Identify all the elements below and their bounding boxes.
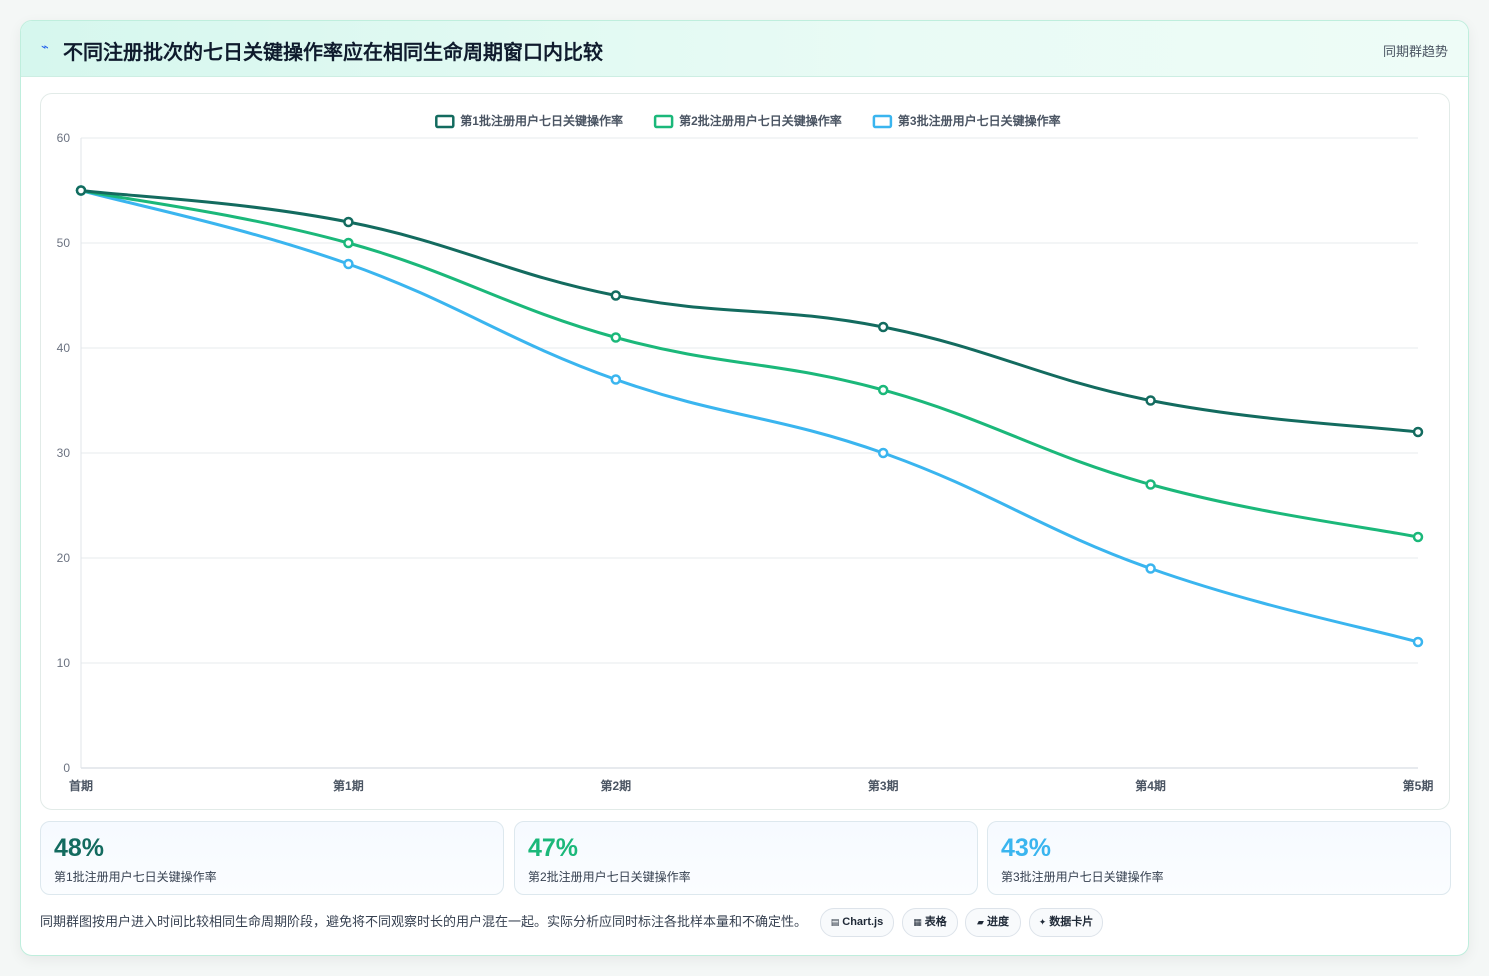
chip-label: 进度 — [986, 916, 1009, 928]
data-point-series-2 — [1145, 479, 1156, 490]
series-line-2 — [79, 189, 1420, 539]
stat-label: 第2批注册用户七日关键操作率 — [528, 870, 691, 884]
legend-swatch-1 — [435, 114, 455, 129]
series-line-3 — [79, 189, 1420, 644]
progress-icon: ▰ — [977, 917, 984, 927]
data-point-series-1 — [343, 216, 354, 228]
data-point-series-3 — [343, 258, 354, 270]
chart-line-icon: ⌁ — [41, 39, 49, 54]
stat-label: 第3批注册用户七日关键操作率 — [1001, 870, 1164, 884]
footer-note: 同期群图按用户进入时间比较相同生命周期阶段，避免将不同观察时长的用户混在一起。实… — [40, 914, 808, 929]
y-tick-label: 40 — [57, 341, 71, 355]
chip-label: 表格 — [924, 916, 947, 928]
stat-label: 第1批注册用户七日关键操作率 — [54, 870, 217, 884]
x-tick-label: 首期 — [69, 778, 93, 793]
chip-table[interactable]: ▦ 表格 — [902, 908, 958, 937]
series-line-1 — [79, 189, 1420, 434]
sparkle-icon: ✦ — [1038, 917, 1047, 927]
stat-value: 47% — [528, 834, 579, 862]
stat-card-3: 43% 第3批注册用户七日关键操作率 — [987, 821, 1451, 895]
legend-swatch-3 — [872, 114, 893, 129]
chip-label: Chart.js — [842, 916, 884, 928]
chip-data-card[interactable]: ✦ 数据卡片 — [1029, 908, 1103, 937]
data-point-series-2 — [877, 384, 889, 396]
data-point-series-2 — [1412, 531, 1424, 543]
legend-label-1: 第1批注册用户七日关键操作率 — [460, 113, 623, 128]
x-tick-label: 第4期 — [1135, 778, 1166, 793]
chart-icon: ▤ — [830, 917, 840, 927]
y-tick-label: 30 — [57, 446, 71, 460]
legend-label-2: 第2批注册用户七日关键操作率 — [679, 113, 842, 128]
y-tick-label: 0 — [63, 761, 70, 775]
stat-value: 43% — [1001, 834, 1052, 862]
table-icon: ▦ — [913, 917, 922, 927]
x-tick-label: 第1期 — [333, 778, 364, 793]
page-title: 不同注册批次的七日关键操作率应在相同生命周期窗口内比较 — [63, 42, 603, 64]
chip-label: 数据卡片 — [1049, 916, 1094, 928]
y-tick-label: 60 — [57, 131, 71, 145]
data-point-series-1 — [75, 185, 87, 196]
stat-card-2: 47% 第2批注册用户七日关键操作率 — [514, 821, 978, 895]
line-chart: 0 10 20 30 40 50 60 首期 第1期 第2期 第3期 第4期 第5期 第1批注册用户七日关… — [57, 113, 1434, 793]
legend-swatch-2 — [653, 114, 674, 129]
chip-progress[interactable]: ▰ 进度 — [965, 908, 1021, 937]
chart-panel: 0 10 20 30 40 50 60 首期 第1期 第2期 第3期 第4期 第5期 第1批注册用户七日关… — [40, 93, 1450, 810]
data-point-series-2 — [610, 332, 622, 343]
data-point-series-1 — [1145, 395, 1156, 406]
data-point-series-3 — [877, 447, 889, 459]
header-tag: 同期群趋势 — [1382, 44, 1448, 59]
x-tick-label: 第2期 — [600, 778, 631, 793]
y-tick-label: 10 — [57, 656, 71, 670]
y-tick-label: 50 — [57, 236, 71, 250]
data-point-series-1 — [877, 321, 889, 333]
x-tick-label: 第5期 — [1403, 778, 1434, 793]
y-tick-label: 20 — [57, 551, 71, 565]
cohort-card: ⌁ 不同注册批次的七日关键操作率应在相同生命周期窗口内比较 同期群趋势 0 10 2… — [20, 20, 1469, 956]
legend-label-3: 第3批注册用户七日关键操作率 — [898, 113, 1061, 128]
data-point-series-1 — [1412, 426, 1424, 438]
chip-chartjs[interactable]: ▤ Chart.js — [820, 908, 894, 937]
data-point-series-3 — [1145, 563, 1156, 574]
data-point-series-2 — [343, 237, 354, 249]
x-tick-label: 第3期 — [868, 778, 899, 793]
data-point-series-3 — [1412, 636, 1424, 648]
card-header: ⌁ 不同注册批次的七日关键操作率应在相同生命周期窗口内比较 同期群趋势 — [21, 21, 1468, 77]
data-point-series-1 — [610, 290, 622, 301]
stat-card-1: 48% 第1批注册用户七日关键操作率 — [40, 821, 504, 895]
data-point-series-3 — [610, 374, 622, 385]
stat-value: 48% — [54, 834, 105, 862]
